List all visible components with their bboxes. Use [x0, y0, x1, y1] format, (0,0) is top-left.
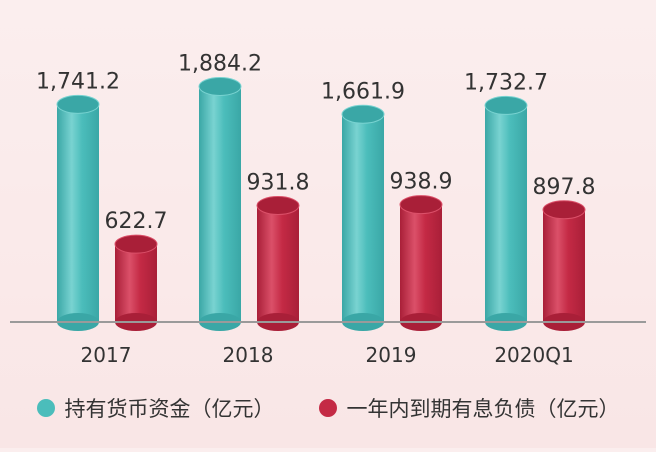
legend-swatch-cash [36, 399, 55, 417]
tick-label-2019: 2019 [366, 343, 417, 367]
bar-debt-2017 [114, 234, 158, 331]
bar-debt-2019 [399, 195, 443, 331]
legend-label-debt: 一年内到期有息负债（亿元） [346, 397, 620, 421]
label-cash-2018: 1,884.2 [178, 51, 262, 76]
tick-label-2020Q1: 2020Q1 [494, 343, 573, 367]
label-debt-2020Q1: 897.8 [533, 175, 596, 200]
tick-label-2018: 2018 [223, 343, 274, 367]
label-debt-2017: 622.7 [105, 209, 168, 234]
bar-cash-body-2019 [342, 114, 384, 322]
bar-debt-2018 [256, 196, 300, 331]
bar-cash-2017 [56, 94, 100, 331]
bar-debt-cap-2020Q1 [542, 200, 586, 220]
bar-cash-2019 [341, 104, 385, 331]
legend-item-cash: 持有货币资金（亿元） [36, 393, 275, 423]
bar-cash-body-2018 [199, 86, 241, 322]
bar-debt-cap-2017 [114, 234, 158, 254]
bar-cash-cap-2020Q1 [484, 95, 528, 115]
bar-debt-body-2018 [257, 205, 299, 322]
label-debt-2019: 938.9 [390, 170, 453, 195]
bar-cash-body-2017 [57, 104, 99, 322]
legend-label-cash: 持有货币资金（亿元） [64, 397, 275, 421]
bar-cash-cap-2019 [341, 104, 385, 124]
legend-swatch-debt [318, 399, 337, 417]
label-cash-2017: 1,741.2 [36, 69, 120, 94]
tick-label-2017: 2017 [81, 343, 132, 367]
bar-debt-body-2019 [400, 204, 442, 322]
bar-cash-2020Q1 [484, 95, 528, 331]
bar-debt-cap-2018 [256, 196, 300, 216]
label-cash-2020Q1: 1,732.7 [464, 70, 548, 95]
bar-cash-body-2020Q1 [485, 105, 527, 322]
legend-item-debt: 一年内到期有息负债（亿元） [318, 393, 620, 423]
label-cash-2019: 1,661.9 [321, 79, 405, 104]
bar-cash-cap-2018 [198, 76, 242, 96]
legend: 持有货币资金（亿元） 一年内到期有息负债（亿元） [0, 388, 656, 428]
label-debt-2018: 931.8 [247, 171, 310, 196]
bar-cash-2018 [198, 76, 242, 331]
bar-debt-cap-2019 [399, 195, 443, 215]
bar-debt-body-2020Q1 [543, 209, 585, 322]
bar-debt-2020Q1 [542, 200, 586, 331]
bar-cash-cap-2017 [56, 94, 100, 114]
bar-debt-body-2017 [115, 244, 157, 322]
